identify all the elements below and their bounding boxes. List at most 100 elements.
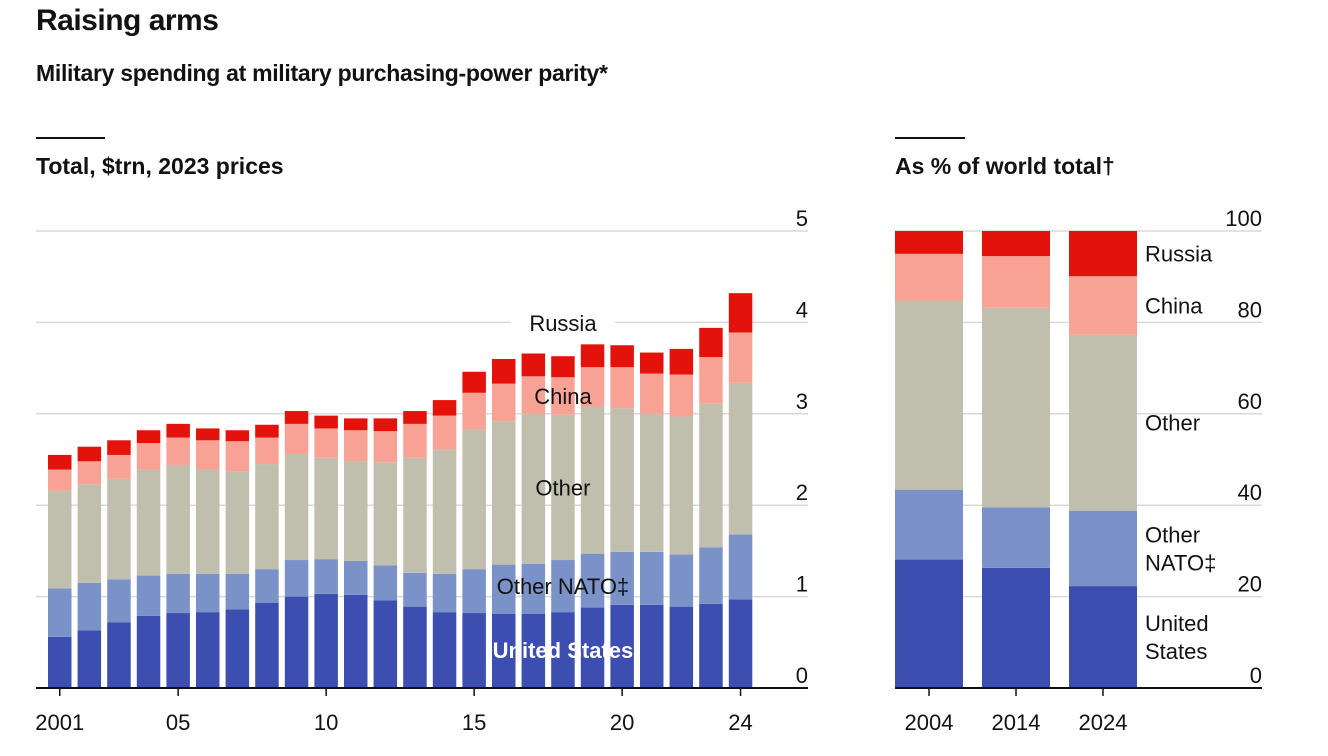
bar-russia-2024 xyxy=(728,293,753,333)
bar-united-states-2005 xyxy=(166,613,190,688)
bar-united-states-2006 xyxy=(196,612,220,688)
series-label-china: China xyxy=(534,384,592,409)
right-x-axis: 2004 2014 2024 xyxy=(905,688,1128,735)
bar-other-nato-2002 xyxy=(77,582,102,631)
left-y-tick-label: 2 xyxy=(796,480,808,505)
bar-other-2015 xyxy=(462,429,486,570)
bar-share-russia-2024 xyxy=(1069,231,1137,277)
left-panel-title: Total, $trn, 2023 prices xyxy=(36,153,284,179)
bar-share-united-states-2014 xyxy=(982,567,1050,688)
bar-united-states-2009 xyxy=(284,596,309,688)
russia-label-backdrop xyxy=(510,309,615,340)
bar-russia-2004 xyxy=(136,430,161,444)
right-x-tick-label: 2004 xyxy=(905,710,954,735)
bar-russia-2007 xyxy=(225,430,250,442)
series-label-other: Other xyxy=(535,475,590,500)
bar-other-2014 xyxy=(432,449,457,574)
bar-other-nato-2006 xyxy=(196,573,220,613)
bar-china-2004 xyxy=(136,443,161,470)
bar-united-states-2018 xyxy=(551,612,575,688)
bar-united-states-2002 xyxy=(77,630,102,688)
bar-united-states-2017 xyxy=(521,613,546,688)
bar-united-states-2016 xyxy=(492,613,516,688)
bar-russia-2017 xyxy=(521,353,546,377)
bar-russia-2014 xyxy=(432,400,457,416)
bar-russia-2020 xyxy=(610,345,634,368)
bar-share-other-nato-2004 xyxy=(895,489,963,560)
bar-russia-2008 xyxy=(255,424,279,438)
left-bars xyxy=(36,293,808,689)
bar-russia-2012 xyxy=(373,418,398,432)
bar-other-nato-2021 xyxy=(640,551,664,605)
right-panel-title: As % of world total† xyxy=(895,153,1115,179)
left-x-tick-label: 24 xyxy=(728,710,752,735)
bar-united-states-2013 xyxy=(403,606,427,688)
bar-other-nato-2005 xyxy=(166,573,190,614)
bar-other-nato-2015 xyxy=(462,569,486,614)
bar-other-2007 xyxy=(225,471,250,574)
bar-united-states-2024 xyxy=(728,599,753,688)
bar-other-nato-2022 xyxy=(669,554,694,607)
bar-share-other-2014 xyxy=(982,307,1050,508)
bar-other-nato-2007 xyxy=(225,573,250,610)
bar-china-2001 xyxy=(48,469,72,491)
left-x-tick-label: 15 xyxy=(462,710,486,735)
bar-china-2002 xyxy=(77,461,102,485)
bar-other-2012 xyxy=(373,462,398,566)
bar-other-nato-2012 xyxy=(373,565,398,601)
bar-other-nato-2013 xyxy=(403,572,427,607)
bar-share-china-2024 xyxy=(1069,276,1137,335)
right-y-tick-label: 60 xyxy=(1238,389,1262,414)
bar-other-nato-2004 xyxy=(136,575,161,616)
bar-china-2009 xyxy=(284,423,309,455)
bar-share-other-2004 xyxy=(895,300,963,490)
left-x-tick-label: 10 xyxy=(314,710,338,735)
left-y-tick-label: 3 xyxy=(796,389,808,414)
left-y-tick-label: 1 xyxy=(796,572,808,597)
share-label-other: Other xyxy=(1145,411,1200,436)
left-y-tick-label: 4 xyxy=(796,297,808,322)
bar-other-2004 xyxy=(136,469,161,576)
right-x-tick-label: 2024 xyxy=(1079,710,1128,735)
left-x-tick-label: 20 xyxy=(610,710,634,735)
bar-share-china-2004 xyxy=(895,253,963,301)
bar-share-russia-2014 xyxy=(982,231,1050,257)
bar-united-states-2004 xyxy=(136,615,161,688)
bar-china-2017 xyxy=(521,376,546,414)
bar-share-united-states-2024 xyxy=(1069,586,1137,688)
bar-china-2019 xyxy=(580,367,605,407)
bar-other-2016 xyxy=(492,421,516,565)
right-y-tick-label: 20 xyxy=(1238,572,1262,597)
bar-russia-2006 xyxy=(196,428,220,441)
bar-united-states-2020 xyxy=(610,604,634,688)
bar-china-2014 xyxy=(432,415,457,450)
bar-other-2008 xyxy=(255,464,279,570)
bar-other-2019 xyxy=(580,406,605,554)
bar-other-2024 xyxy=(728,382,753,535)
bar-other-nato-2023 xyxy=(699,547,723,604)
bar-other-nato-2014 xyxy=(432,573,457,613)
bar-other-nato-2003 xyxy=(107,579,131,623)
bar-other-2022 xyxy=(669,416,694,555)
bar-russia-2016 xyxy=(492,358,516,384)
bar-united-states-2012 xyxy=(373,600,398,688)
bar-other-2018 xyxy=(551,414,575,561)
bar-other-2005 xyxy=(166,464,190,574)
chart-title: Raising arms xyxy=(36,4,219,37)
bar-other-2009 xyxy=(284,454,309,561)
bar-china-2021 xyxy=(640,373,664,414)
series-label-united-states: United States xyxy=(493,638,634,663)
left-y-axis: 0 1 2 3 4 5 xyxy=(796,206,808,688)
bar-russia-2003 xyxy=(107,440,131,455)
bar-other-2020 xyxy=(610,408,634,552)
bar-china-2012 xyxy=(373,431,398,463)
bar-other-2001 xyxy=(48,490,72,589)
chart-subtitle: Military spending at military purchasing… xyxy=(36,60,608,86)
bar-other-2017 xyxy=(521,413,546,564)
left-y-tick-label: 0 xyxy=(796,663,808,688)
right-bars xyxy=(895,231,1262,689)
bar-russia-2010 xyxy=(314,415,338,429)
bar-united-states-2003 xyxy=(107,622,131,688)
share-label-united-states: United States xyxy=(1145,611,1209,664)
